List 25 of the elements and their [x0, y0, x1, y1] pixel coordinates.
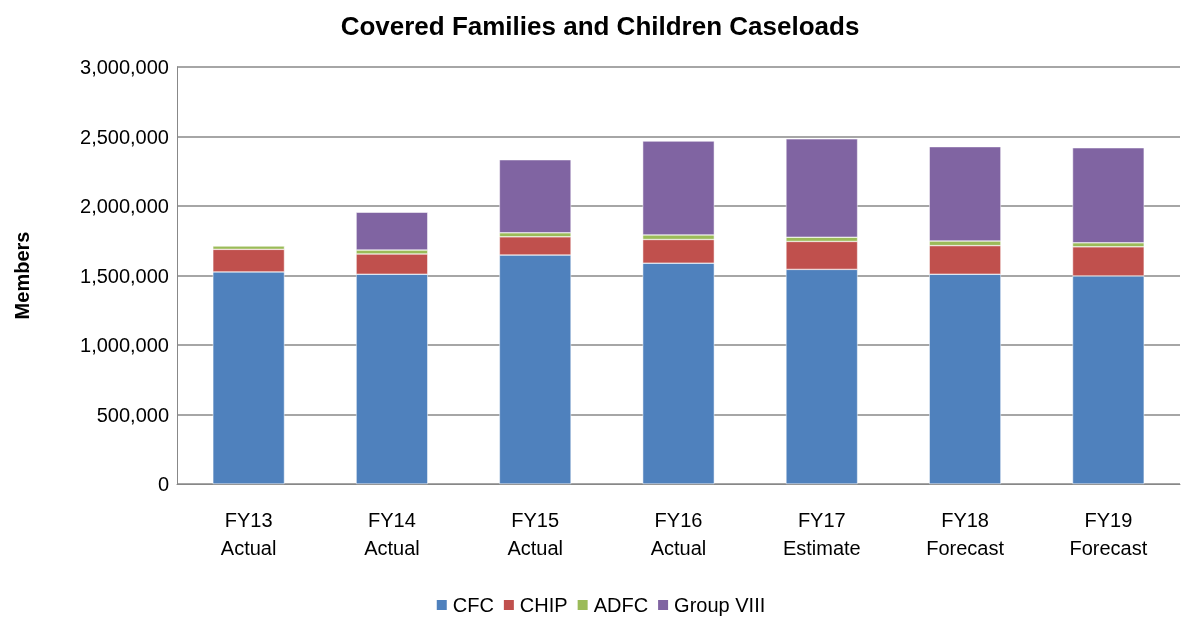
legend-label: CFC	[452, 594, 494, 616]
legend-label: ADFC	[593, 594, 649, 616]
y-tick-label: 2,500,000	[80, 125, 169, 148]
legend-label: CHIP	[519, 594, 568, 616]
y-tick-label: 2,000,000	[80, 195, 169, 217]
y-tick-label: 0	[157, 473, 169, 495]
bar	[356, 212, 428, 251]
x-tick-label: FY15 Actual	[507, 509, 564, 559]
chart-title: Covered Families and Children Caseloads	[340, 11, 860, 41]
x-tick-label: FY19 Forecast	[1069, 509, 1148, 559]
y-axis-title: Members	[11, 231, 33, 320]
y-tick-label: 500,000	[96, 403, 169, 426]
x-tick-label: FY13 Actual	[220, 509, 277, 559]
bar	[785, 138, 858, 238]
y-tick-label: 1,500,000	[80, 264, 169, 287]
x-tick-label: FY16 Actual	[650, 509, 707, 559]
x-tick-label: FY14 Actual	[364, 509, 420, 559]
bar	[499, 159, 572, 233]
bar	[1072, 147, 1145, 243]
y-tick-label: 1,000,000	[80, 334, 169, 356]
y-tick-label: 3,000,000	[80, 56, 169, 78]
x-tick-label: FY18 Forecast	[926, 509, 1005, 559]
bar	[929, 146, 1001, 242]
x-tick-label: FY17 Estimate	[782, 509, 861, 559]
legend-label: Group VIII	[674, 594, 766, 616]
